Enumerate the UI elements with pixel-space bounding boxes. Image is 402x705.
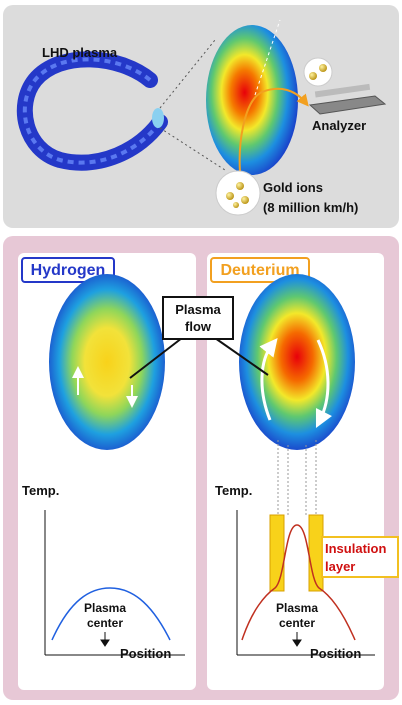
decoration — [226, 192, 234, 200]
insulation-layer — [269, 514, 285, 592]
lhd-coil-twist — [22, 57, 162, 165]
temp-curve — [51, 587, 171, 641]
hydrogen-plasma — [49, 274, 165, 450]
temp-curve — [241, 524, 356, 641]
layer-label: Insulation — [325, 541, 386, 556]
deuterium-plasma — [239, 274, 355, 450]
decoration — [315, 339, 333, 429]
decoration — [233, 202, 239, 208]
ion-source — [215, 170, 261, 216]
insulation-layer — [308, 514, 324, 592]
top-panel — [3, 5, 399, 228]
center-label: center — [87, 616, 123, 630]
x-axis-label: Position — [120, 646, 171, 661]
decoration — [236, 182, 244, 190]
center-label: Plasma — [84, 601, 126, 615]
hydrogen-title: Hydrogen — [31, 262, 106, 279]
decoration — [292, 632, 302, 647]
y-axis-label: Temp. — [215, 483, 252, 498]
analyzer-top — [314, 83, 371, 98]
layer-label: layer — [325, 559, 355, 574]
center-label: center — [279, 616, 315, 630]
callout-text: Plasma — [175, 302, 221, 317]
beam-line — [254, 19, 281, 96]
ions-speed: (8 million km/h) — [263, 200, 358, 215]
decoration — [241, 196, 249, 204]
decoration — [100, 632, 110, 647]
decoration — [319, 64, 327, 72]
deuterium-title-box — [210, 257, 310, 283]
callout-text: flow — [185, 319, 212, 334]
hydrogen-title-box — [21, 257, 115, 283]
analyzer — [308, 95, 387, 115]
x-axis-label: Position — [310, 646, 361, 661]
coil-section — [152, 108, 164, 128]
ion-bubble — [303, 57, 333, 87]
decoration — [214, 337, 269, 376]
ion-path — [238, 87, 309, 173]
decoration — [259, 337, 278, 421]
callout-box — [162, 296, 234, 340]
plasma-label: LHD plasma — [42, 45, 118, 60]
deuterium-title: Deuterium — [220, 262, 299, 279]
ions-label: Gold ions — [263, 180, 323, 195]
center-label: Plasma — [276, 601, 318, 615]
y-axis-label: Temp. — [22, 483, 59, 498]
decoration — [309, 72, 317, 80]
analyzer-label: Analyzer — [312, 118, 366, 133]
layer-label-box — [321, 536, 399, 578]
decoration — [129, 337, 183, 379]
